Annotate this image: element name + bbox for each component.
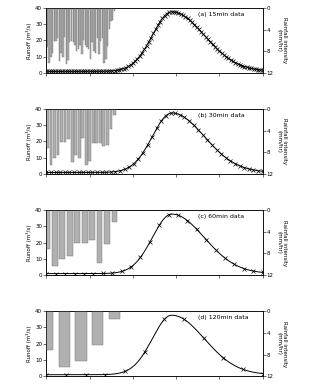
Bar xyxy=(91,8,93,42)
Text: (b) 30min data: (b) 30min data xyxy=(198,113,244,118)
Y-axis label: Runoff (m³/s): Runoff (m³/s) xyxy=(26,224,32,261)
Bar xyxy=(60,109,63,142)
Bar xyxy=(60,210,65,260)
Bar xyxy=(58,311,70,367)
Bar xyxy=(61,8,62,54)
Bar xyxy=(49,8,50,63)
Bar xyxy=(103,109,105,146)
Bar xyxy=(79,8,81,45)
Bar xyxy=(81,109,84,138)
Bar xyxy=(112,210,117,222)
Bar xyxy=(67,210,73,256)
Bar xyxy=(110,8,112,21)
Bar xyxy=(74,109,77,154)
Bar xyxy=(71,109,74,162)
Bar xyxy=(89,210,95,240)
Y-axis label: Runoff (m³/s): Runoff (m³/s) xyxy=(26,22,32,59)
Y-axis label: Rainfall intensity
(mm/hr): Rainfall intensity (mm/hr) xyxy=(277,320,287,367)
Bar xyxy=(49,109,53,165)
Bar xyxy=(86,8,88,47)
Bar xyxy=(67,8,69,60)
Bar xyxy=(109,8,110,29)
Bar xyxy=(98,8,100,54)
Y-axis label: Rainfall intensity
(mm/hr): Rainfall intensity (mm/hr) xyxy=(277,17,287,64)
Bar xyxy=(92,109,95,144)
Bar xyxy=(95,8,96,53)
Bar xyxy=(64,109,66,142)
Bar xyxy=(93,8,95,51)
Bar xyxy=(42,311,53,350)
Bar xyxy=(66,8,67,64)
Bar xyxy=(92,311,104,345)
Y-axis label: Runoff (m³/s): Runoff (m³/s) xyxy=(26,326,32,362)
Bar xyxy=(69,8,70,42)
Bar xyxy=(57,8,58,38)
Y-axis label: Rainfall intensity
(mm/hr): Rainfall intensity (mm/hr) xyxy=(277,220,287,266)
Bar xyxy=(67,109,70,139)
Bar xyxy=(44,210,50,249)
Bar xyxy=(76,8,77,51)
Bar xyxy=(62,8,64,57)
Bar xyxy=(73,8,74,42)
Bar xyxy=(53,8,55,41)
Bar xyxy=(57,109,59,154)
Bar xyxy=(83,8,84,40)
Bar xyxy=(59,8,60,61)
Bar xyxy=(71,8,72,42)
Bar xyxy=(81,8,83,54)
Bar xyxy=(74,8,76,45)
Y-axis label: Runoff (m³/s): Runoff (m³/s) xyxy=(26,123,32,160)
Y-axis label: Rainfall intensity
(mm/hr): Rainfall intensity (mm/hr) xyxy=(277,118,287,165)
Bar xyxy=(75,311,87,360)
Bar xyxy=(107,8,108,47)
Bar xyxy=(95,109,98,143)
Bar xyxy=(109,311,120,319)
Bar xyxy=(52,8,53,54)
Bar xyxy=(104,210,110,244)
Text: (c) 60min data: (c) 60min data xyxy=(198,214,244,219)
Bar xyxy=(85,109,88,165)
Bar xyxy=(97,210,102,263)
Bar xyxy=(78,109,81,158)
Bar xyxy=(113,109,116,115)
Bar xyxy=(88,109,91,161)
Bar xyxy=(100,8,101,41)
Bar xyxy=(64,8,65,37)
Bar xyxy=(55,8,57,41)
Bar xyxy=(88,8,89,49)
Bar xyxy=(104,8,105,63)
Text: (a) 15min data: (a) 15min data xyxy=(198,12,244,17)
Bar xyxy=(47,8,48,47)
Bar xyxy=(112,8,113,20)
Bar xyxy=(82,210,87,243)
Bar xyxy=(99,109,102,143)
Bar xyxy=(90,8,91,59)
Text: (d) 120min data: (d) 120min data xyxy=(198,315,248,320)
Bar xyxy=(109,109,112,129)
Bar xyxy=(74,210,80,243)
Bar xyxy=(105,8,107,59)
Bar xyxy=(46,109,49,148)
Bar xyxy=(114,8,115,11)
Bar xyxy=(50,8,52,57)
Bar xyxy=(106,109,109,145)
Bar xyxy=(78,8,79,48)
Bar xyxy=(85,8,86,45)
Bar xyxy=(52,210,58,266)
Bar xyxy=(97,8,98,38)
Bar xyxy=(102,8,103,38)
Bar xyxy=(53,109,56,158)
